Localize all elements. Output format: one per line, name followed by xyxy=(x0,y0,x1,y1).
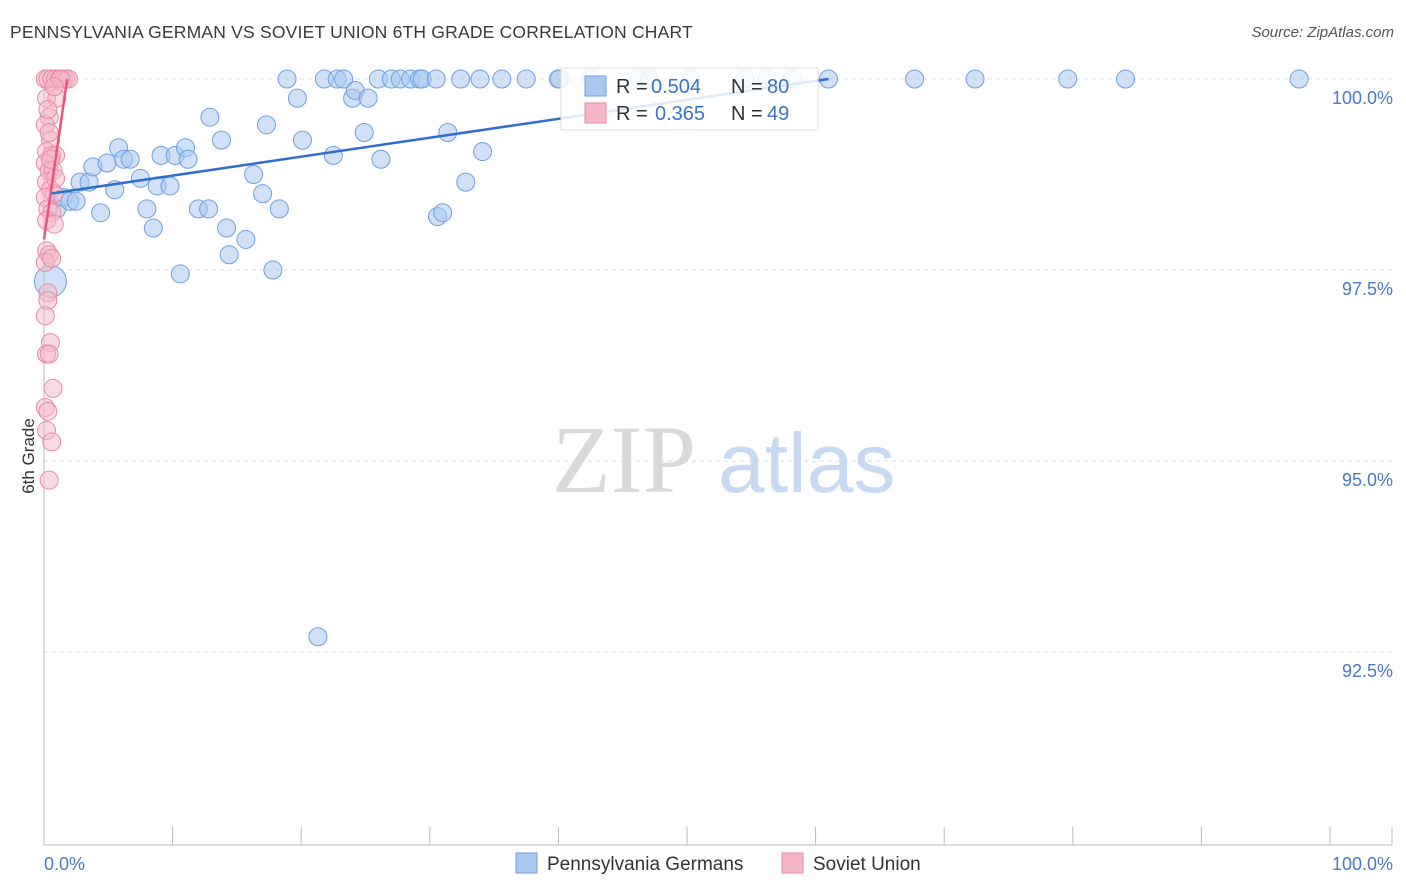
pa-point-30 xyxy=(236,229,256,249)
pa-point-78 xyxy=(1289,69,1309,89)
x-tick-label-max: 100.0% xyxy=(1332,854,1393,874)
su-point-48 xyxy=(46,168,66,188)
su-point-37 xyxy=(39,470,59,490)
pa-point-32 xyxy=(253,184,273,204)
pa-point-27 xyxy=(211,130,231,150)
pa-point-43 xyxy=(334,69,354,89)
pa-point-15 xyxy=(137,199,157,219)
pa-point-36 xyxy=(277,69,297,89)
su-point-43 xyxy=(42,249,62,269)
pa-point-49 xyxy=(371,149,391,169)
pa-point-16 xyxy=(143,218,163,238)
legend-n-label-pink: N = xyxy=(731,103,763,125)
pa-point-39 xyxy=(308,627,328,647)
pa-point-62 xyxy=(473,142,493,162)
pa-point-35 xyxy=(269,199,289,219)
stats-legend-swatch-blue xyxy=(584,75,607,97)
pa-point-8 xyxy=(91,203,111,223)
su-point-39 xyxy=(44,77,64,97)
legend-label-soviet-union[interactable]: Soviet Union xyxy=(813,854,921,875)
pa-point-23 xyxy=(178,149,198,169)
su-point-45 xyxy=(35,306,55,326)
pa-point-25 xyxy=(199,199,219,219)
legend-r-label-pink: R = xyxy=(616,103,648,125)
pa-point-61 xyxy=(470,69,490,89)
pa-point-64 xyxy=(516,69,536,89)
pa-point-76 xyxy=(1058,69,1078,89)
pa-point-13 xyxy=(120,149,140,169)
pa-point-31 xyxy=(244,165,264,184)
watermark-atlas: atlas xyxy=(718,416,895,510)
su-point-34 xyxy=(38,401,58,421)
pa-point-57 xyxy=(433,203,453,223)
pa-point-59 xyxy=(451,69,471,89)
legend-swatch-pennsylvania-germans[interactable] xyxy=(515,852,538,874)
legend-swatch-soviet-union[interactable] xyxy=(781,852,804,874)
y-tick-label-2: 95.0% xyxy=(1342,470,1393,490)
pa-point-77 xyxy=(1116,69,1136,89)
y-tick-labels: 100.0% 97.5% 95.0% 92.5% xyxy=(1332,88,1393,681)
legend-n-value-blue: 80 xyxy=(767,76,789,98)
legend-r-label-blue: R = xyxy=(616,76,648,98)
series-pennsylvania-germans xyxy=(33,69,1309,647)
su-point-36 xyxy=(42,432,62,452)
stats-legend: R = 0.504 N = 80 R = 0.365 N = 49 xyxy=(560,67,819,131)
pa-point-74 xyxy=(905,69,925,89)
pa-point-60 xyxy=(456,172,476,192)
pa-point-58 xyxy=(438,122,458,142)
legend-r-value-pink: 0.365 xyxy=(655,103,705,125)
pa-point-38 xyxy=(292,130,312,150)
pa-point-37 xyxy=(287,88,307,108)
legend-n-label-blue: N = xyxy=(731,76,763,98)
pa-point-75 xyxy=(965,69,985,89)
pa-point-28 xyxy=(217,218,237,238)
x-ticks xyxy=(43,827,1393,845)
series-soviet-union xyxy=(35,69,78,490)
y-tick-label-1: 97.5% xyxy=(1342,279,1393,299)
legend-n-value-pink: 49 xyxy=(767,103,789,125)
y-axis-label: 6th Grade xyxy=(19,418,38,494)
stats-legend-swatch-pink xyxy=(584,102,607,124)
pa-point-55 xyxy=(426,69,446,89)
chart-source: Source: ZipAtlas.com xyxy=(1251,24,1394,41)
pa-point-63 xyxy=(492,69,512,89)
su-point-32 xyxy=(43,378,63,398)
legend-label-pennsylvania-germans[interactable]: Pennsylvania Germans xyxy=(547,854,743,875)
pa-point-4 xyxy=(66,191,86,211)
pa-point-41 xyxy=(323,145,343,165)
pa-point-26 xyxy=(200,107,220,127)
legend-r-value-blue: 0.504 xyxy=(651,76,701,98)
pa-point-33 xyxy=(256,115,276,135)
pa-point-21 xyxy=(170,264,190,284)
su-point-47 xyxy=(39,122,59,142)
trend-line-soviet-union xyxy=(42,78,69,240)
y-tick-label-3: 92.5% xyxy=(1342,661,1393,681)
x-tick-label-min: 0.0% xyxy=(44,854,85,874)
y-tick-label-0: 100.0% xyxy=(1332,88,1393,108)
pa-point-19 xyxy=(160,176,180,196)
series-legend: Pennsylvania Germans Soviet Union xyxy=(515,852,921,875)
pa-point-34 xyxy=(263,260,283,280)
pa-point-29 xyxy=(219,245,239,265)
pa-point-46 xyxy=(354,122,374,142)
pa-point-47 xyxy=(358,88,378,108)
watermark-zip: ZIP xyxy=(552,406,696,513)
su-point-31 xyxy=(39,344,59,364)
chart-title: PENNSYLVANIA GERMAN VS SOVIET UNION 6TH … xyxy=(10,22,693,42)
watermark: ZIP atlas xyxy=(552,406,895,513)
pa-point-9 xyxy=(97,153,117,173)
su-point-40 xyxy=(38,100,58,120)
